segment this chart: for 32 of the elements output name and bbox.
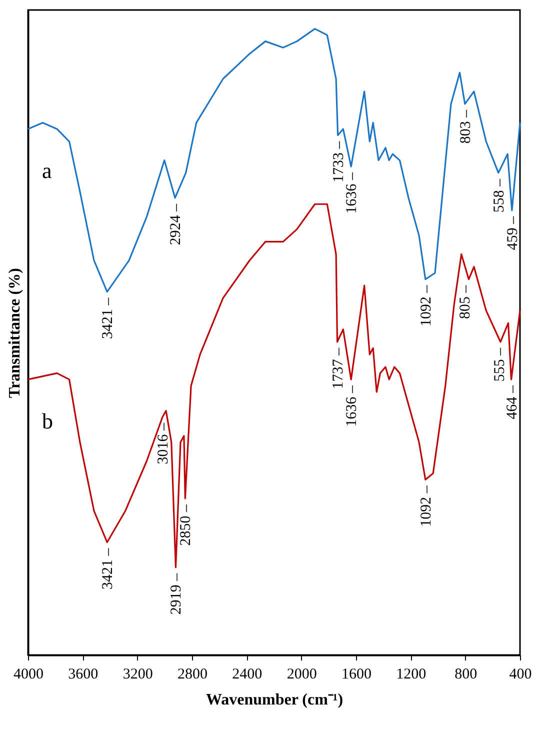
x-axis-title: Wavenumber (cm⁻¹) [206, 692, 344, 708]
annotation: 1737 – [330, 347, 346, 390]
x-tick-label: 4000 [14, 666, 44, 682]
x-tick-label: 400 [509, 666, 532, 682]
x-tick-label: 2000 [286, 666, 317, 682]
annotation: 1733 – [330, 140, 347, 182]
annotation: 555 – [492, 347, 508, 382]
annotation: 3421 – [100, 297, 116, 340]
y-axis-title: Transmittance (%) [6, 268, 24, 398]
x-tick-label: 1200 [396, 666, 426, 682]
annotation: 459 – [504, 216, 521, 250]
x-tick-label: 2400 [232, 666, 262, 682]
x-tick-label: 2800 [178, 666, 208, 682]
x-tick-label: 3200 [122, 666, 153, 682]
annotation: 1636 – [344, 384, 360, 427]
x-tick-label: 1600 [342, 666, 372, 682]
annotation: 1092 – [418, 284, 434, 327]
annotation: 2924 – [168, 203, 184, 246]
annotation: 3016 – [155, 422, 172, 464]
annotation: 2850 – [178, 504, 194, 546]
annotation: 803 – [458, 109, 474, 144]
series-label: b [42, 408, 53, 434]
series-label: a [42, 158, 52, 183]
annotation: 464 – [504, 384, 520, 420]
annotation: 558 – [491, 178, 508, 213]
x-tick-label: 800 [454, 666, 478, 682]
annotation: 1636 – [344, 172, 360, 214]
annotation: 2919 – [168, 572, 185, 615]
annotation: 805 – [458, 284, 474, 320]
annotation: 1092 – [418, 485, 434, 527]
annotation: 3421 – [100, 548, 116, 590]
x-tick-label: 3600 [68, 666, 98, 682]
